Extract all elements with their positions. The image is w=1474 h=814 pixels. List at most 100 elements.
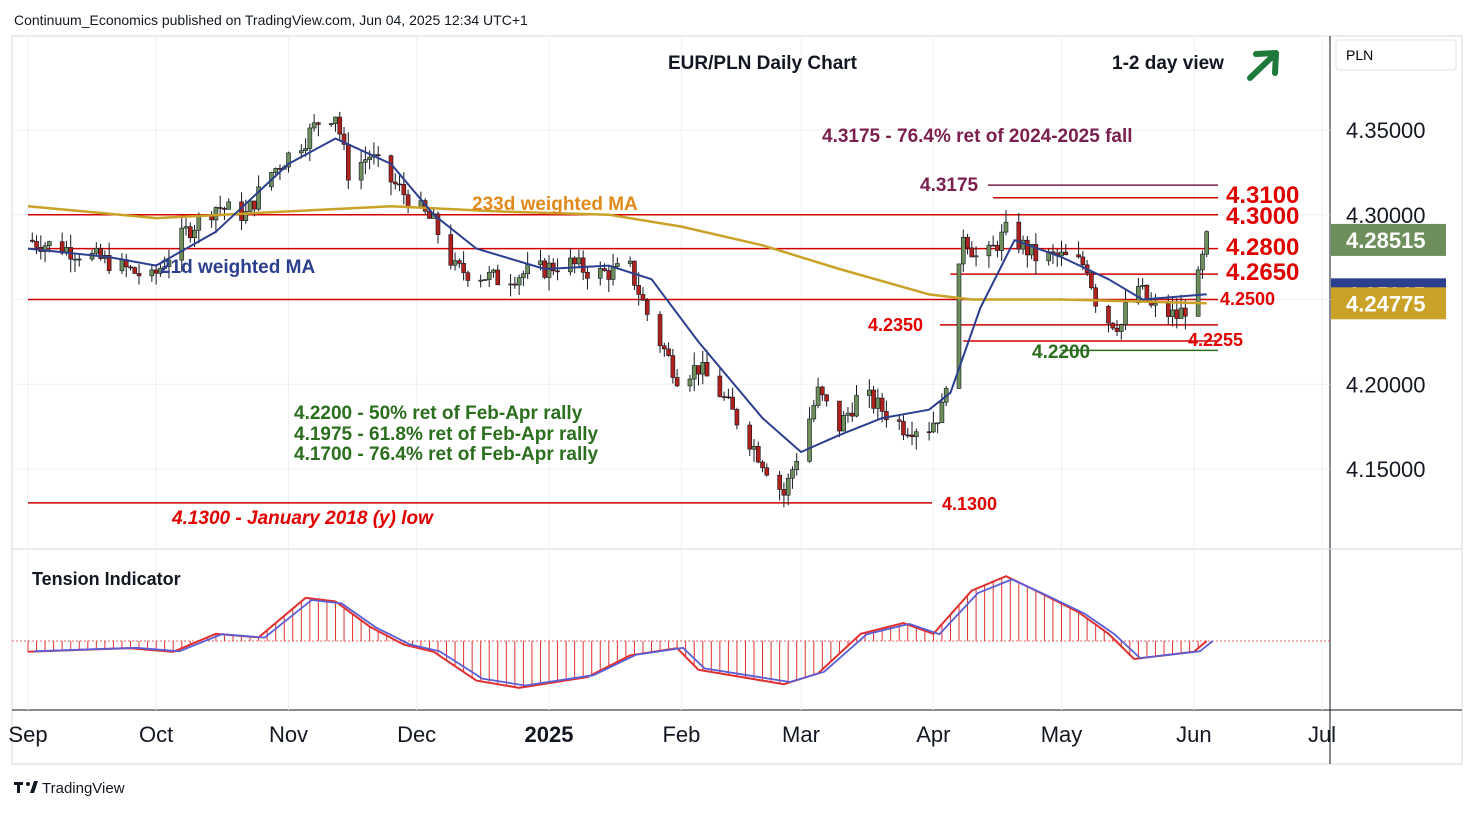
candle-body: [640, 294, 646, 301]
candle-body: [367, 156, 372, 160]
candle-body: [1025, 239, 1030, 256]
ma-233d-line: [27, 205, 1207, 305]
chart-frame: [11, 35, 1463, 765]
candle-body: [926, 431, 932, 434]
candle-body: [465, 272, 471, 281]
price-badge: [1331, 223, 1446, 256]
candle-body: [627, 260, 633, 264]
candle-body: [760, 461, 765, 469]
candle-body: [811, 405, 817, 420]
x-tick-label: 2025: [525, 722, 574, 747]
candle-body: [909, 434, 915, 438]
candle-body: [747, 424, 753, 450]
candle-body: [960, 236, 966, 265]
y-tick-label: 4.20000: [1346, 372, 1426, 397]
level-label-4-3000: 4.3000: [1226, 203, 1299, 230]
candle-body: [1016, 221, 1022, 250]
tension-layer: [12, 575, 1330, 689]
candle-body: [448, 234, 454, 266]
annotation-76-4-ret-rally: 4.1700 - 76.4% ret of Feb-Apr rally: [294, 444, 599, 465]
candle-body: [1059, 251, 1064, 257]
candle-body: [196, 215, 202, 231]
level-label-4-2800: 4.2800: [1226, 234, 1299, 261]
candle-body: [179, 227, 185, 261]
candle-body: [939, 401, 945, 424]
candle-body: [1080, 256, 1086, 266]
chart-title: EUR/PLN Daily Chart: [668, 53, 858, 74]
candle-body: [478, 279, 483, 282]
candle-body: [76, 258, 82, 261]
candle-body: [153, 269, 159, 274]
candle-body: [307, 127, 313, 149]
candle-body: [841, 414, 846, 432]
candle-body: [149, 269, 155, 277]
candle-body: [901, 421, 906, 436]
level-label-4-3100: 4.3100: [1226, 182, 1299, 209]
candle-body: [896, 419, 902, 422]
x-tick-label: Dec: [397, 722, 436, 747]
candle-body: [820, 386, 825, 396]
candle-body: [755, 446, 761, 463]
candle-body: [222, 208, 227, 210]
candle-body: [854, 395, 859, 417]
candle-body: [358, 161, 364, 181]
annotation-50-ret: 4.2200 - 50% ret of Feb-Apr rally: [294, 403, 583, 424]
candle-body: [158, 267, 163, 274]
candle-body: [670, 355, 676, 378]
candle-body: [128, 266, 133, 269]
candle-body: [166, 259, 172, 268]
candle-body: [491, 269, 496, 273]
candle-body: [871, 389, 876, 409]
candle-body: [691, 365, 697, 380]
candle-body: [286, 152, 291, 168]
currency-box[interactable]: [1335, 39, 1457, 71]
candles-layer: [29, 111, 1209, 508]
x-tick-label: Apr: [916, 722, 950, 747]
up-arrow-icon: [1247, 50, 1279, 81]
candle-body: [508, 283, 513, 286]
candle-body: [213, 207, 219, 221]
candle-body: [345, 144, 351, 181]
candle-body: [815, 386, 821, 406]
candle-body: [824, 394, 829, 402]
candle-body: [615, 263, 620, 267]
candle-body: [482, 279, 488, 281]
candle-body: [29, 239, 35, 242]
x-tick-label: Feb: [662, 722, 700, 747]
candle-body: [516, 277, 522, 286]
candle-body: [995, 244, 1000, 251]
candle-body: [781, 489, 787, 496]
tension-indicator-title: Tension Indicator: [32, 569, 181, 589]
annotation-233d-ma: 233d weighted MA: [472, 194, 638, 215]
candle-body: [392, 181, 398, 185]
candle-body: [935, 422, 940, 425]
candle-body: [884, 411, 889, 421]
level-label-4-1300: 4.1300: [942, 494, 997, 514]
candle-body: [1033, 244, 1039, 262]
candle-body: [132, 267, 138, 274]
annotation-61-8-ret: 4.1975 - 61.8% ret of Feb-Apr rally: [294, 424, 599, 445]
candle-body: [375, 154, 381, 156]
candle-body: [1204, 231, 1209, 255]
candle-body: [704, 362, 710, 377]
candle-body: [721, 396, 727, 398]
candle-body: [1195, 269, 1201, 317]
candle-body: [913, 431, 919, 438]
x-tick-label: Oct: [139, 722, 173, 747]
price-badge-label: 4.28515: [1346, 228, 1426, 253]
candle-body: [328, 123, 334, 125]
candle-body: [990, 244, 996, 247]
candle-body: [764, 467, 770, 476]
candle-body: [226, 201, 232, 210]
candle-body: [34, 241, 39, 248]
candle-body: [525, 264, 530, 275]
candle-body: [405, 194, 411, 208]
candle-body: [1110, 322, 1116, 329]
candle-body: [183, 226, 189, 229]
candle-body: [875, 397, 881, 409]
x-tick-label: May: [1041, 722, 1083, 747]
candle-body: [1183, 307, 1188, 317]
candle-body: [849, 412, 855, 417]
